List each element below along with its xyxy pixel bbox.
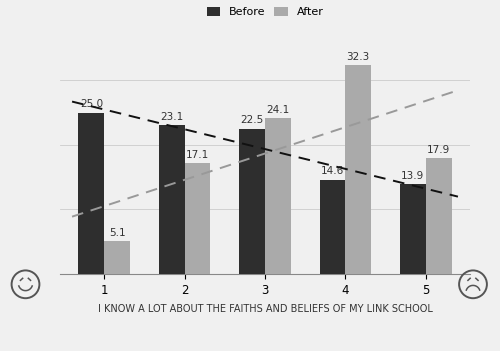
Bar <box>104 241 130 274</box>
Text: 25.0: 25.0 <box>80 99 103 109</box>
Legend: Before, After: Before, After <box>202 2 328 22</box>
Text: 17.1: 17.1 <box>186 150 209 160</box>
Bar <box>320 180 345 274</box>
Bar <box>78 113 104 274</box>
Bar <box>184 164 210 274</box>
Text: 17.9: 17.9 <box>427 145 450 155</box>
Text: 24.1: 24.1 <box>266 105 289 115</box>
Bar <box>265 118 290 274</box>
Bar <box>240 128 265 274</box>
Text: 14.6: 14.6 <box>321 166 344 176</box>
Bar <box>400 184 426 274</box>
Text: 23.1: 23.1 <box>160 112 184 121</box>
Text: 22.5: 22.5 <box>240 115 264 125</box>
Text: 5.1: 5.1 <box>109 228 126 238</box>
Bar <box>346 65 371 274</box>
Bar <box>426 158 452 274</box>
Text: 13.9: 13.9 <box>402 171 424 181</box>
Text: I KNOW A LOT ABOUT THE FAITHS AND BELIEFS OF MY LINK SCHOOL: I KNOW A LOT ABOUT THE FAITHS AND BELIEF… <box>98 304 432 314</box>
Text: 32.3: 32.3 <box>346 52 370 62</box>
Bar <box>159 125 184 274</box>
